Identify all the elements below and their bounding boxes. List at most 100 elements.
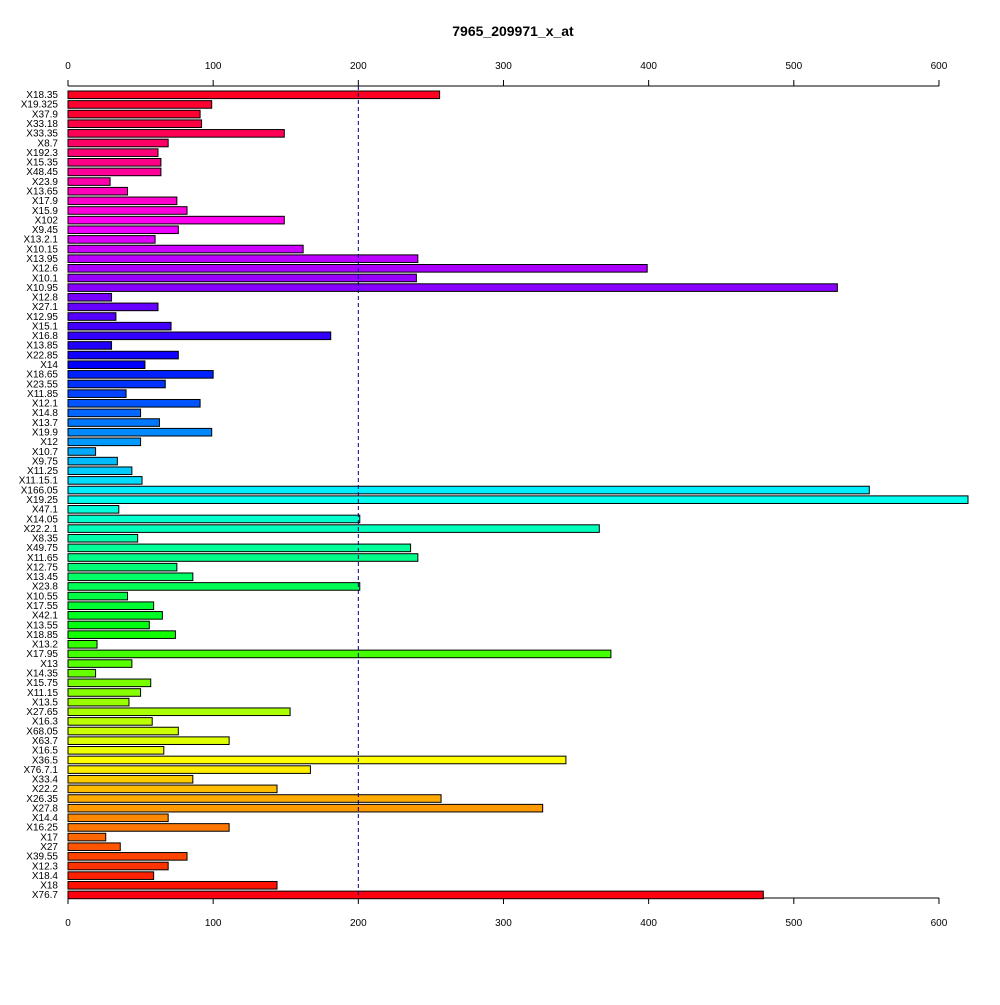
category-label: X27.65 — [26, 707, 58, 718]
bar-X27.8 — [67, 803, 544, 813]
bar-X23.8 — [67, 582, 361, 591]
category-label: X15.1 — [32, 321, 59, 332]
bar-X63.7 — [67, 736, 230, 745]
bar-X13.45 — [67, 572, 194, 582]
category-label: X14.05 — [26, 514, 58, 525]
bar-X13.2.1 — [67, 235, 156, 244]
bar-X166.05 — [67, 485, 870, 495]
category-label: X37.9 — [32, 109, 59, 120]
tick-label: 400 — [640, 918, 657, 929]
bar-X33.4 — [67, 774, 194, 784]
category-label: X10.15 — [26, 244, 58, 255]
tick-label: 200 — [350, 918, 367, 929]
category-label: X13.7 — [32, 418, 59, 429]
bar-X18 — [67, 880, 278, 890]
tick-label: 300 — [495, 918, 512, 929]
bar-X18.85 — [67, 630, 176, 639]
category-label: X16.5 — [32, 746, 59, 757]
category-label: X19.325 — [21, 100, 59, 111]
bar-X22.2 — [67, 784, 278, 794]
category-label: X23.55 — [26, 379, 58, 390]
bar-X13.65 — [67, 186, 129, 196]
tick-label: 100 — [205, 918, 222, 929]
category-label: X18.35 — [26, 90, 58, 101]
category-label: X13.5 — [32, 697, 59, 708]
bar-X18.35 — [67, 90, 441, 100]
category-label: X19.25 — [26, 495, 58, 506]
bar-X14.4 — [67, 813, 169, 823]
bar-X9.75 — [67, 456, 118, 466]
category-label: X15.35 — [26, 158, 58, 169]
category-label: X76.7.1 — [24, 765, 59, 776]
bar-X47.1 — [67, 505, 120, 514]
bar-X15.1 — [67, 321, 172, 331]
bar-X11.15.1 — [67, 476, 143, 485]
category-label: X10.95 — [26, 283, 58, 294]
category-label: X15.75 — [26, 678, 58, 689]
category-label: X23.9 — [32, 177, 59, 188]
category-label: X14.8 — [32, 408, 59, 419]
category-label: X13 — [40, 659, 58, 670]
category-label: X39.55 — [26, 852, 58, 863]
category-label: X12.1 — [32, 399, 59, 410]
bar-X13.85 — [67, 341, 113, 350]
bar-X8.35 — [67, 533, 139, 543]
bar-X17.95 — [67, 649, 612, 659]
category-label: X17.55 — [26, 601, 58, 612]
bar-X17.55 — [67, 601, 155, 611]
bar-X11.85 — [67, 389, 127, 398]
bar-X76.7 — [67, 890, 764, 900]
tick-label: 0 — [65, 918, 71, 929]
bar-X36.5 — [67, 755, 567, 765]
bar-X17.9 — [67, 196, 178, 206]
bar-X33.35 — [67, 129, 285, 138]
category-label: X10.1 — [32, 273, 59, 284]
category-label: X18.85 — [26, 630, 58, 641]
bar-X9.45 — [67, 225, 179, 235]
category-label: X12.6 — [32, 264, 59, 275]
bar-X39.55 — [67, 852, 188, 861]
bars-group — [67, 90, 969, 900]
bar-X12.95 — [67, 312, 117, 321]
bar-X14 — [67, 360, 146, 370]
bar-X12.1 — [67, 398, 201, 408]
category-label: X13.45 — [26, 572, 58, 583]
bar-X27.1 — [67, 302, 159, 312]
category-label: X192.3 — [26, 148, 58, 159]
tick-label: 600 — [931, 918, 948, 929]
category-label: X33.35 — [26, 129, 58, 140]
category-label: X33.4 — [32, 775, 59, 786]
category-label: X13.65 — [26, 187, 58, 198]
category-label: X11.15 — [27, 688, 58, 699]
bar-X19.9 — [67, 427, 213, 437]
category-label: X36.5 — [32, 755, 59, 766]
bar-X13.7 — [67, 418, 160, 427]
bar-X13.95 — [67, 254, 419, 263]
bar-X12.75 — [67, 562, 178, 572]
x-axis-bottom: 0 100 200 300 400 500 600 — [65, 897, 948, 929]
category-label: X63.7 — [32, 736, 59, 747]
category-label: X18.4 — [32, 871, 59, 882]
category-label: X19.9 — [32, 428, 59, 439]
tick-label: 0 — [65, 61, 71, 72]
bar-X192.3 — [67, 148, 159, 157]
bar-X37.9 — [67, 109, 201, 119]
bar-X19.25 — [67, 495, 969, 504]
category-label: X76.7 — [32, 890, 59, 901]
bar-X12.6 — [67, 264, 648, 273]
category-label: X12.75 — [26, 562, 58, 573]
bar-X27 — [67, 842, 121, 852]
category-label: X166.05 — [21, 485, 59, 496]
category-label: X27.1 — [32, 302, 59, 313]
bar-X12.3 — [67, 861, 169, 871]
category-label: X22.2.1 — [24, 524, 59, 535]
category-label: X11.65 — [27, 553, 58, 564]
chart-title: 7965_209971_x_at — [452, 23, 574, 39]
bar-X12 — [67, 437, 142, 447]
category-label: X8.35 — [32, 534, 59, 545]
bar-X49.75 — [67, 543, 412, 553]
bar-X11.65 — [67, 553, 419, 562]
tick-label: 500 — [785, 61, 802, 72]
bar-X27.65 — [67, 707, 291, 717]
